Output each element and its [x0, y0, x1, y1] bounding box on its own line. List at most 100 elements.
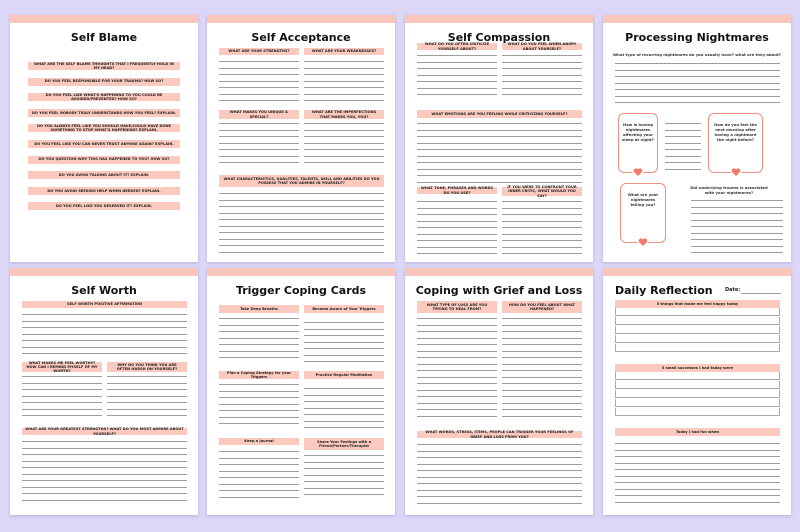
writing-line [22, 382, 102, 384]
prompt-box: DO YOU FEEL LIKE YOU CAN NEVER TRUST ANY… [28, 140, 180, 148]
writing-line [304, 87, 384, 88]
writing-line [219, 251, 384, 253]
prompt-box: WHAT DO YOU FEEL WHEN ANGRY ABOUT YOURSE… [502, 42, 582, 51]
writing-line [304, 100, 384, 101]
writing-line [615, 462, 780, 464]
prompt-box: HOW DO YOU FEEL ABOUT WHAT HAPPENED? [502, 301, 582, 313]
writing-line [219, 357, 299, 358]
worksheet-page: Self Blame WHAT ARE THE SELF BLAME THOUGH… [10, 15, 198, 262]
writing-line [417, 220, 497, 222]
table-row [615, 335, 780, 343]
writing-line [219, 142, 299, 144]
prompt-box: WHAT WORDS, STRESS, ITEMS, PEOPLE CAN TR… [417, 430, 582, 439]
writing-line [304, 461, 384, 463]
writing-line [417, 370, 497, 371]
writing-line [615, 89, 780, 90]
writing-line [417, 227, 497, 228]
writing-line [219, 129, 299, 131]
writing-line [304, 361, 384, 362]
prompt-box: WHAT EMOTIONS ARE YOU FEELING WHILE CRIT… [417, 110, 582, 118]
writing-line [417, 149, 582, 150]
writing-line [22, 353, 187, 354]
writing-line [502, 253, 582, 254]
writing-line [502, 389, 582, 391]
writing-line [219, 344, 299, 345]
writing-line [502, 402, 582, 404]
writing-line [304, 322, 384, 323]
writing-line [417, 123, 582, 124]
writing-line [417, 483, 582, 484]
writing-line [219, 149, 299, 150]
prompt-text: How do you feel the next morning after h… [714, 122, 757, 142]
writing-line [304, 136, 384, 137]
writing-line [219, 206, 384, 207]
prompt-box: Become Aware of Your Triggers [304, 305, 384, 313]
writing-line [107, 382, 187, 384]
writing-line [304, 414, 384, 415]
header-bar [405, 15, 593, 23]
worksheet-page: Coping with Grief and Loss WHAT TYPE OF L… [405, 268, 593, 515]
writing-line [417, 350, 497, 352]
writing-line [691, 200, 783, 201]
writing-line [22, 314, 187, 315]
writing-line [691, 252, 783, 253]
writing-line [219, 219, 384, 220]
prompt-text: How is having nightmares affecting your … [622, 122, 654, 142]
header-bar [10, 268, 198, 276]
prompt-card: How do you feel the next morning after h… [708, 113, 763, 178]
writing-line [665, 149, 701, 150]
writing-line [502, 344, 582, 345]
writing-line [417, 155, 582, 157]
writing-line [502, 214, 582, 215]
writing-line [417, 61, 497, 63]
writing-line [219, 350, 299, 352]
writing-line [219, 451, 299, 452]
writing-line [665, 129, 701, 131]
writing-line [219, 483, 299, 485]
prompt-box: WHAT MAKES ME FEEL WORTHY? HOW CAN I REM… [22, 361, 102, 373]
writing-line [22, 460, 187, 462]
writing-line [304, 481, 384, 482]
writing-line [417, 81, 497, 82]
writing-line [219, 245, 384, 246]
table-row [615, 326, 780, 334]
page-title: Processing Nightmares [625, 31, 769, 44]
prompt-box: DO YOU QUESTION WHY THIS HAS HAPPENED TO… [28, 155, 180, 164]
writing-line [417, 502, 582, 504]
writing-line [304, 468, 384, 469]
writing-line [691, 245, 783, 247]
writing-line [219, 67, 299, 69]
writing-line [615, 475, 780, 477]
prompt-card: How is having nightmares affecting your … [618, 113, 658, 178]
writing-line [304, 93, 384, 95]
writing-line [615, 69, 780, 71]
writing-line [22, 467, 187, 468]
page-title: Self Worth [71, 284, 137, 297]
prompt-box: 5 things that made me feel happy today [615, 300, 780, 308]
writing-line [417, 331, 497, 332]
prompt-box: WHAT ARE YOUR GREATEST STRENGTHS? WHAT D… [22, 427, 187, 436]
prompt-box: Keep a Journal [219, 438, 299, 445]
date-label: Date: [725, 287, 741, 293]
prompt-box: WHAT TYPE OF LOSS ARE YOU TRYING TO HEAL… [417, 301, 497, 313]
writing-line [741, 293, 781, 294]
writing-line [219, 457, 299, 459]
writing-line [417, 337, 497, 339]
worksheet-page: Trigger Coping Cards Take Deep Breaths Bec… [207, 268, 395, 515]
writing-line [665, 155, 701, 157]
writing-line [502, 240, 582, 241]
writing-line [665, 123, 701, 124]
writing-line [219, 238, 384, 240]
worksheet-page: Self Worth SELF WORTH POSITIVE AFFIRMATIO… [10, 268, 198, 515]
writing-line [22, 320, 187, 322]
writing-line [417, 181, 582, 183]
writing-line [615, 469, 780, 470]
writing-line [219, 403, 299, 405]
writing-line [219, 100, 299, 101]
writing-line [691, 219, 783, 221]
writing-line [22, 473, 187, 475]
writing-line [615, 102, 780, 103]
writing-line [417, 402, 497, 404]
writing-line [502, 74, 582, 76]
writing-line [22, 395, 102, 397]
